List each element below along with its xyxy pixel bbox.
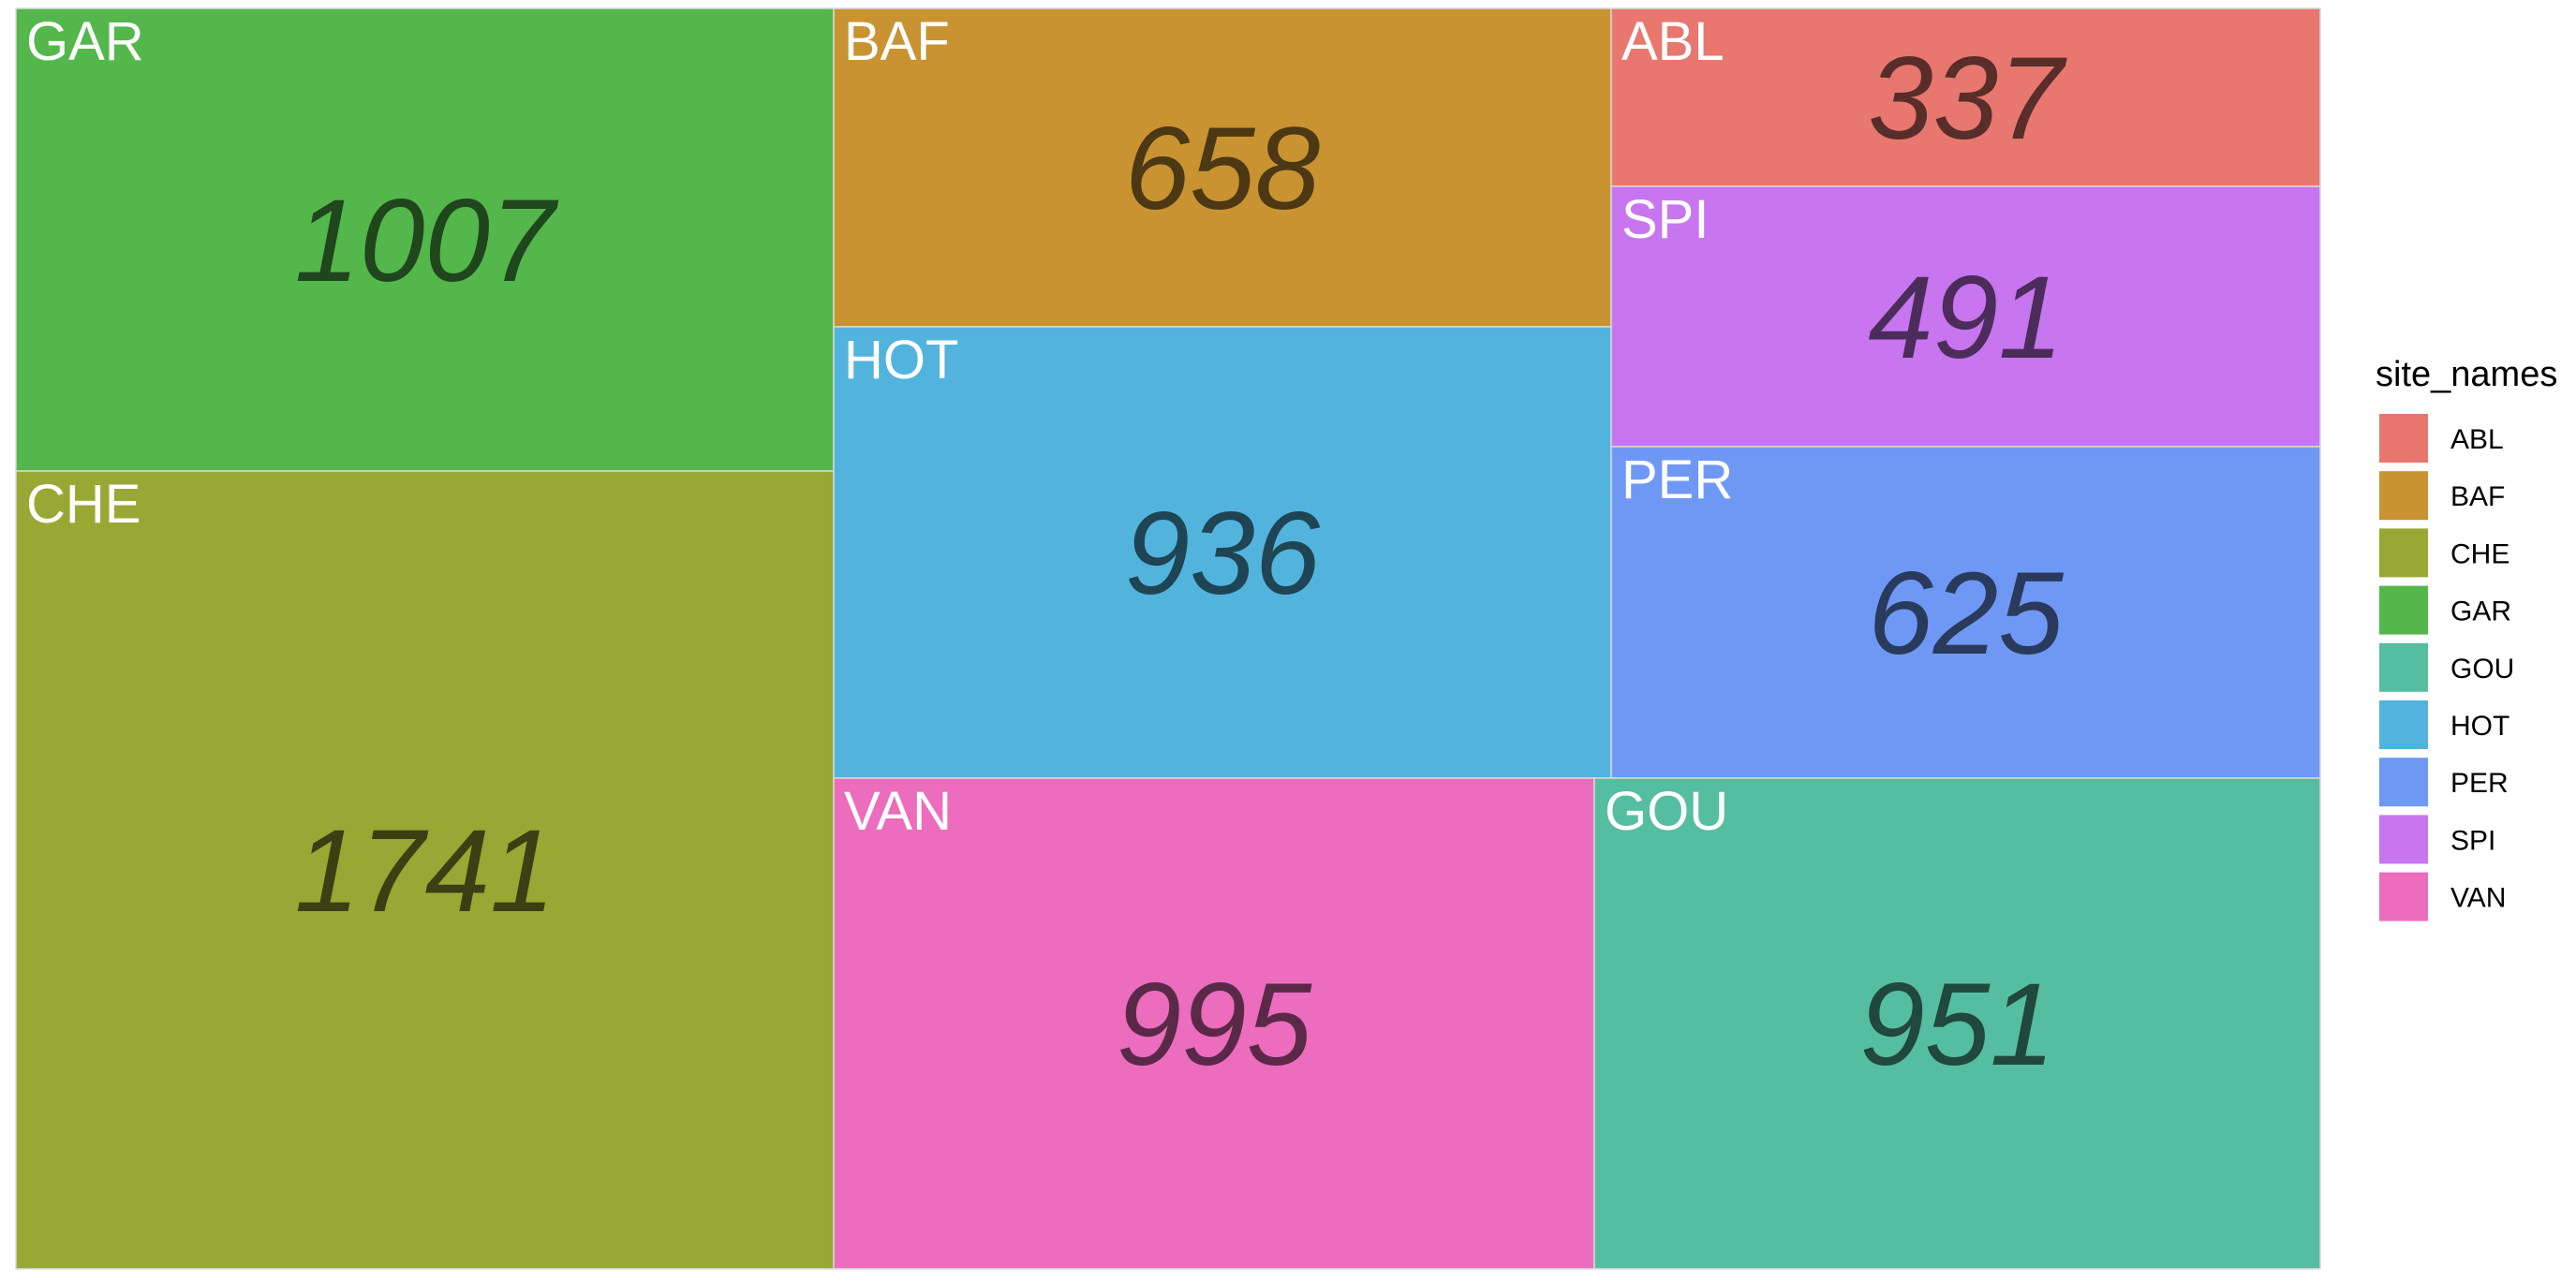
tile-spi: SPI 491	[1610, 185, 2321, 448]
tile-label-per: PER	[1621, 449, 1733, 510]
tile-value-gou: 951	[1859, 960, 2055, 1090]
legend-items: ABL BAF CHE GAR GOU HOT PER SPI VAN	[2376, 410, 2514, 925]
tile-value-van: 995	[1117, 960, 1312, 1090]
legend-key-baf	[2376, 467, 2432, 524]
legend-key-che	[2376, 524, 2432, 582]
legend-label-hot: HOT	[2450, 711, 2509, 742]
tile-van: VAN 995	[833, 777, 1595, 1270]
tile-value-che: 1741	[294, 806, 555, 936]
legend: site_names ABL BAF CHE GAR GOU HOT PER SPI VAN	[2376, 355, 2557, 925]
legend-label-abl: ABL	[2450, 424, 2504, 455]
tile-che: CHE 1741	[15, 470, 835, 1270]
legend-key-per	[2376, 754, 2432, 811]
tile-rect-gou	[1593, 777, 2321, 1270]
tile-label-baf: BAF	[844, 11, 950, 72]
tile-label-che: CHE	[26, 474, 141, 535]
tile-gou: GOU 951	[1593, 777, 2321, 1270]
tile-label-abl: ABL	[1621, 11, 1725, 72]
legend-label-baf: BAF	[2450, 481, 2505, 512]
tile-abl: ABL 337	[1610, 7, 2321, 187]
tile-value-baf: 658	[1125, 104, 1321, 234]
legend-key-van	[2376, 868, 2432, 925]
tile-label-van: VAN	[844, 781, 952, 842]
tile-rect-hot	[833, 326, 1612, 779]
tile-hot: HOT 936	[833, 326, 1612, 779]
legend-label-gou: GOU	[2450, 654, 2514, 685]
legend-label-gar: GAR	[2450, 596, 2511, 627]
tile-label-spi: SPI	[1621, 189, 1710, 250]
legend-label-spi: SPI	[2450, 825, 2495, 856]
tile-rect-spi	[1610, 185, 2321, 448]
tile-value-hot: 936	[1125, 489, 1321, 619]
tile-value-gar: 1007	[294, 176, 559, 306]
tile-rect-abl	[1610, 7, 2321, 187]
legend-label-van: VAN	[2450, 883, 2506, 914]
tile-label-gou: GOU	[1605, 781, 1728, 842]
tile-per: PER 625	[1610, 446, 2321, 779]
legend-key-abl	[2376, 410, 2432, 466]
legend-title: site_names	[2376, 355, 2557, 394]
tile-label-gar: GAR	[26, 11, 144, 72]
legend-key-spi	[2376, 811, 2432, 868]
tile-rect-gar	[15, 7, 835, 472]
treemap-tiles: GAR 1007 CHE 1741 BAF 658 HOT 936 VAN 995 ABL 337 SP…	[15, 7, 2321, 1270]
tile-value-spi: 491	[1868, 253, 2064, 383]
legend-key-gar	[2376, 582, 2432, 639]
tile-gar: GAR 1007	[15, 7, 835, 472]
tile-rect-per	[1610, 446, 2321, 779]
tile-value-per: 625	[1868, 549, 2064, 679]
legend-label-per: PER	[2450, 768, 2509, 799]
tile-baf: BAF 658	[833, 7, 1612, 328]
tile-value-abl: 337	[1868, 34, 2067, 164]
tile-label-hot: HOT	[844, 330, 958, 390]
tile-rect-van	[833, 777, 1595, 1270]
legend-label-che: CHE	[2450, 538, 2509, 569]
legend-key-gou	[2376, 639, 2432, 696]
tile-rect-baf	[833, 7, 1612, 328]
tile-rect-che	[15, 470, 835, 1270]
legend-key-hot	[2376, 697, 2432, 753]
